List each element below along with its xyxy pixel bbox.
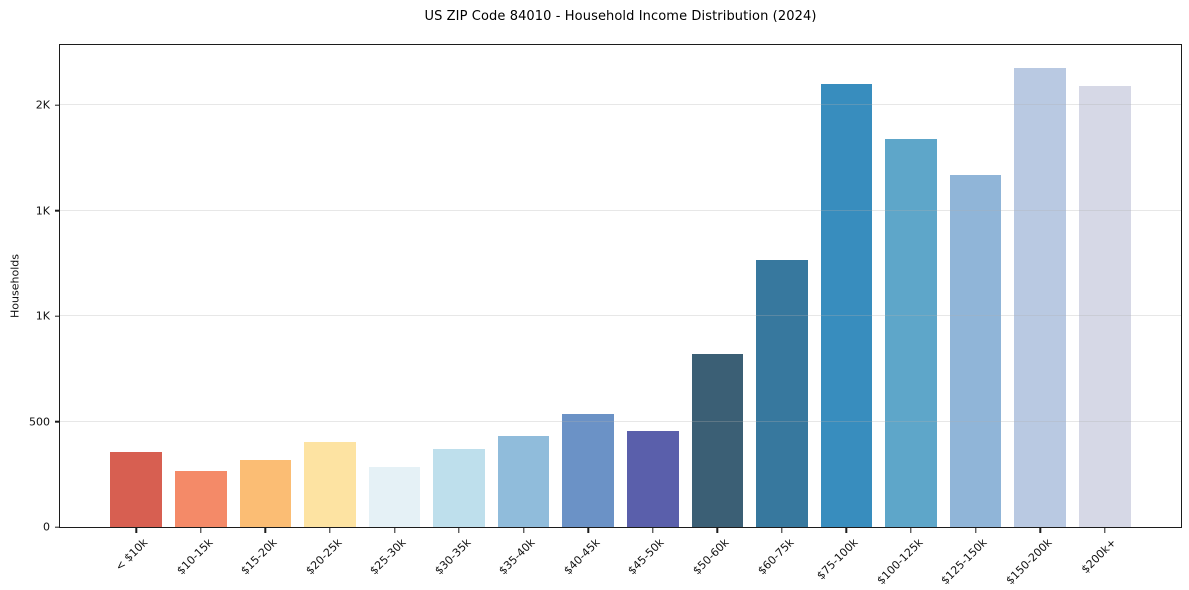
x-tick-mark [587,528,589,533]
bar-slot: $40-45k [556,45,621,577]
y-tick-mark [55,526,60,528]
y-tick-label: 1K [35,309,50,323]
bar-slot: $45-50k [621,45,686,577]
bar-11 [756,260,808,527]
bar-slot: < $10k [104,45,169,574]
y-tick-label: 500 [29,415,50,429]
x-tick-mark [329,528,331,533]
bar-slot: $15-20k [233,45,298,577]
bar-slot: $60-75k [750,45,815,577]
bars-container: < $10k $10-15k $15-20k $20-25k $25-30k $30-35… [60,45,1181,587]
y-tick-mark [55,104,60,106]
x-tick-mark [200,528,202,533]
bar-slot: $50-60k [685,45,750,577]
x-tick-label: $125-150k [938,536,990,588]
bar-slot: $10-15k [169,45,234,577]
x-tick-label: $75-100k [814,536,861,583]
bar-16 [1078,86,1131,527]
bar-1 [110,452,163,527]
bar-slot: $200k+ [1072,45,1137,576]
bar-slot: $125-150k [939,45,1008,587]
bar-4 [304,441,356,527]
bar-slot: $20-25k [298,45,363,577]
bar-5 [368,466,421,527]
y-tick-mark [55,209,60,212]
bar-8 [562,414,615,527]
x-tick-mark [974,528,977,533]
x-tick-label: $150-200k [1003,536,1055,588]
x-tick-mark [1104,528,1106,533]
bar-slot: $75-100k [814,45,879,582]
x-tick-label: $35-40k [496,536,538,578]
x-tick-label: $50-60k [690,536,732,578]
x-tick-mark [716,528,719,533]
x-tick-label: $10-15k [173,536,216,578]
x-tick-label: $45-50k [625,536,667,578]
x-tick-mark [652,528,654,533]
y-tick-mark [55,315,60,317]
x-tick-label: $30-35k [432,536,474,578]
bar-slot: $150-200k [1003,45,1073,587]
x-tick-mark [781,528,783,533]
bar-12 [820,84,873,527]
y-tick-label: 2K [35,98,50,112]
x-tick-mark [135,528,137,533]
y-tick-label: 1K [35,204,50,218]
bar-9 [626,431,679,527]
bar-slot: $25-30k [362,45,427,577]
x-tick-label: $20-25k [302,536,345,578]
y-axis-label: Households [8,254,22,318]
bar-14 [949,174,1002,527]
x-tick-mark [1039,528,1041,533]
x-tick-mark [458,528,460,533]
bar-2 [175,471,227,527]
x-tick-label: $200k+ [1078,536,1119,577]
y-tick-label: 0 [43,520,50,534]
y-tick-mark [55,420,60,423]
bar-10 [691,354,744,527]
x-tick-label: $25-30k [367,536,409,578]
bar-slot: $30-35k [427,45,492,577]
x-tick-label: $60-75k [754,536,797,578]
x-tick-mark [393,528,396,533]
bar-6 [433,448,485,527]
bar-15 [1014,68,1066,527]
bar-7 [497,436,550,527]
x-tick-mark [522,528,525,533]
x-tick-label: $40-45k [561,536,603,578]
x-tick-label: $15-20k [238,536,280,578]
x-tick-label: $100-125k [874,536,926,588]
plot-area: < $10k $10-15k $15-20k $20-25k $25-30k $30-35… [29,44,1182,587]
bar-slot: $100-125k [874,45,944,587]
bar-13 [885,138,937,527]
x-tick-mark [264,528,267,533]
x-tick-label: < $10k [112,536,151,574]
x-tick-mark [910,528,912,533]
x-tick-mark [845,528,848,533]
bar-3 [239,459,292,527]
bar-slot: $35-40k [491,45,556,577]
chart-title: US ZIP Code 84010 - Household Income Dis… [424,9,817,24]
